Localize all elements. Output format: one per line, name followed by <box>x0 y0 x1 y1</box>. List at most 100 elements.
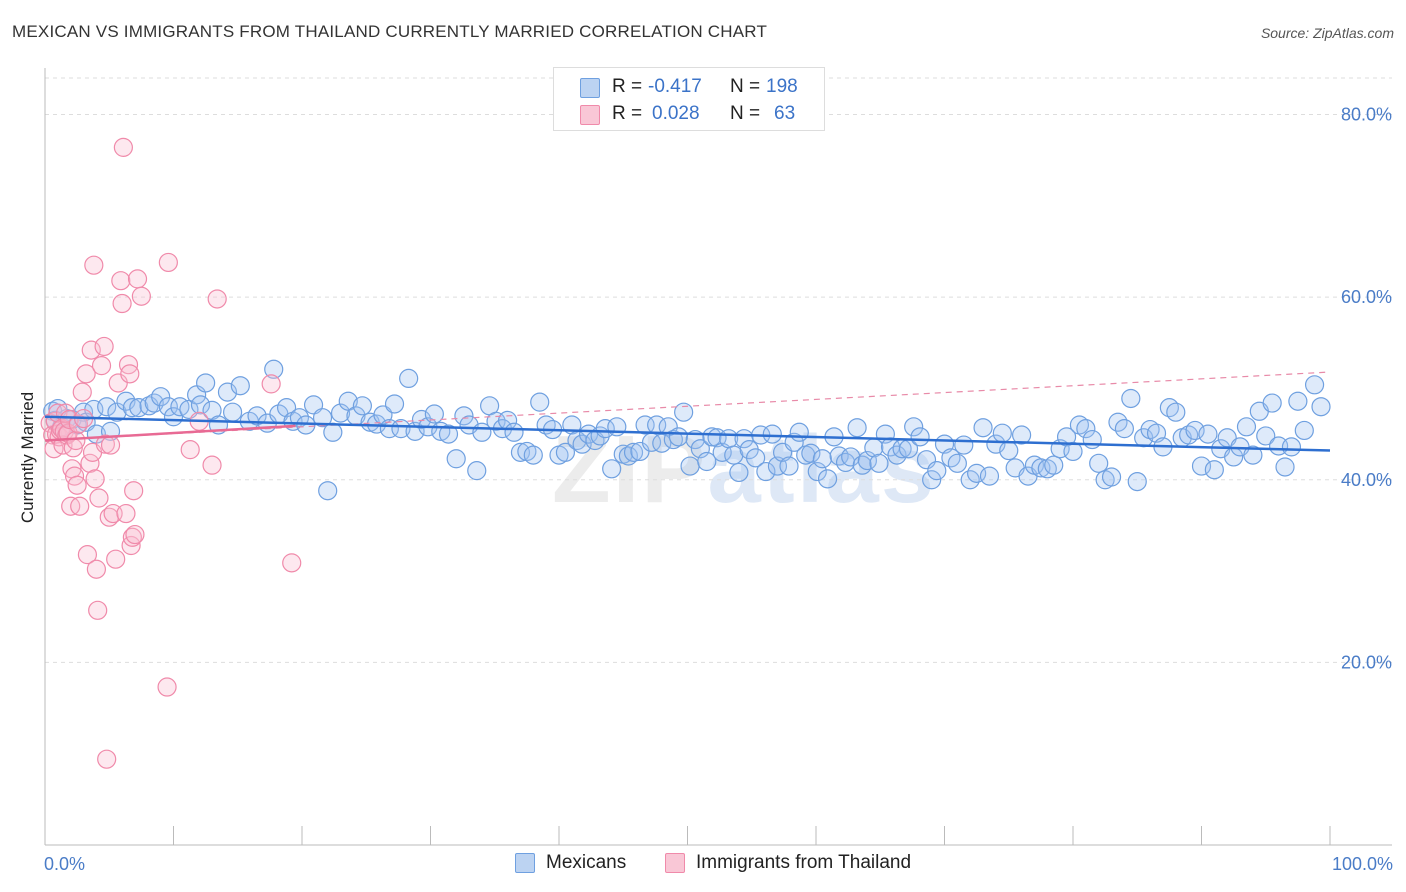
point-mexicans <box>746 448 766 468</box>
point-thailand <box>106 549 126 569</box>
point-mexicans <box>572 434 592 454</box>
point-mexicans <box>1114 419 1135 439</box>
point-mexicans <box>869 453 889 473</box>
point-mexicans <box>1288 391 1308 411</box>
point-mexicans <box>910 427 930 447</box>
point-thailand <box>67 475 87 495</box>
watermark-sub: atlas <box>707 416 936 523</box>
point-mexicans <box>467 461 487 481</box>
legend-n-label: N = <box>730 76 761 97</box>
point-thailand <box>100 435 121 455</box>
point-thailand <box>113 137 133 157</box>
legend-r-value: -0.417 <box>648 76 702 97</box>
point-mexicans <box>784 432 804 452</box>
legend-row-mexicans: R = -0.417 N = 198 <box>554 72 824 102</box>
point-mexicans <box>623 442 644 462</box>
point-mexicans <box>668 427 689 447</box>
point-thailand <box>76 364 96 384</box>
point-thailand <box>59 409 80 430</box>
bottom-legend-swatch-thailand <box>665 853 685 873</box>
point-mexicans <box>812 449 833 469</box>
point-mexicans <box>729 462 749 483</box>
point-mexicans <box>352 396 372 416</box>
point-thailand <box>120 364 140 384</box>
point-mexicans <box>801 443 821 463</box>
point-mexicans <box>756 461 776 482</box>
chart-title: MEXICAN VS IMMIGRANTS FROM THAILAND CURR… <box>12 22 768 41</box>
point-mexicans <box>504 422 524 442</box>
point-mexicans <box>151 387 171 407</box>
point-mexicans <box>847 418 867 438</box>
point-mexicans <box>122 398 142 418</box>
point-thailand <box>261 374 281 394</box>
legend-row-thailand: R = 0.028 N = 63 <box>554 99 824 129</box>
legend-n-label: N = <box>730 103 761 124</box>
point-mexicans <box>947 453 967 473</box>
point-mexicans <box>618 446 638 466</box>
point-mexicans <box>1256 426 1276 446</box>
point-mexicans <box>954 435 974 455</box>
tick-labels: 20.0% 40.0% 60.0% 80.0% 0.0% 100.0% Currently … <box>18 105 1393 874</box>
point-thailand <box>124 481 144 501</box>
point-mexicans <box>230 376 250 396</box>
point-mexicans <box>1044 455 1064 475</box>
point-thailand <box>127 269 148 289</box>
point-mexicans <box>1204 460 1224 480</box>
point-mexicans <box>555 442 576 462</box>
point-mexicans <box>97 397 117 417</box>
point-mexicans <box>1304 375 1325 395</box>
legend-swatch-thailand <box>580 105 600 125</box>
point-thailand <box>86 559 107 579</box>
bottom-legend-thailand: Immigrants from Thailand <box>696 852 912 873</box>
point-mexicans <box>223 402 243 422</box>
point-mexicans <box>1281 437 1302 457</box>
y-axis-title: Currently Married <box>18 392 37 523</box>
point-mexicans <box>1082 429 1102 450</box>
point-mexicans <box>1198 424 1218 444</box>
point-mexicans <box>652 433 672 453</box>
point-mexicans <box>1069 415 1090 435</box>
point-thailand <box>112 293 132 314</box>
point-thailand <box>77 545 98 565</box>
axes <box>44 68 1392 846</box>
point-mexicans <box>1191 456 1212 476</box>
point-thailand <box>84 255 104 275</box>
point-thailand <box>66 430 86 451</box>
point-mexicans <box>523 445 543 465</box>
point-mexicans <box>1011 425 1032 445</box>
point-thailand <box>97 749 117 769</box>
y-tick-label: 60.0% <box>1341 287 1392 307</box>
point-mexicans <box>399 368 419 389</box>
point-mexicans <box>318 481 338 501</box>
point-thailand <box>85 469 105 489</box>
point-mexicans <box>1089 453 1109 473</box>
legend-swatch-mexicans <box>580 78 600 98</box>
point-mexicans <box>1166 402 1186 422</box>
point-mexicans <box>922 470 942 490</box>
point-mexicans <box>789 422 809 442</box>
point-mexicans <box>1037 459 1057 479</box>
point-mexicans <box>384 394 405 414</box>
point-thailand <box>125 524 145 545</box>
point-mexicans <box>663 429 683 450</box>
point-mexicans <box>190 395 211 415</box>
point-thailand <box>91 356 112 376</box>
bottom-legend-swatch-mexicans <box>515 853 535 873</box>
point-mexicans <box>817 469 838 489</box>
point-mexicans <box>530 392 550 412</box>
point-thailand <box>202 455 222 475</box>
point-mexicans <box>762 424 782 444</box>
point-mexicans <box>1185 420 1205 441</box>
point-mexicans <box>1311 397 1331 417</box>
legend-r-label: R = <box>612 76 643 97</box>
point-mexicans <box>635 415 655 435</box>
point-mexicans <box>999 440 1019 461</box>
point-thailand <box>94 336 114 357</box>
point-mexicans <box>379 419 399 439</box>
point-mexicans <box>247 406 267 426</box>
point-mexicans <box>264 359 284 379</box>
point-mexicans <box>1127 471 1147 492</box>
point-thailand <box>157 677 177 697</box>
point-mexicans <box>517 441 537 462</box>
